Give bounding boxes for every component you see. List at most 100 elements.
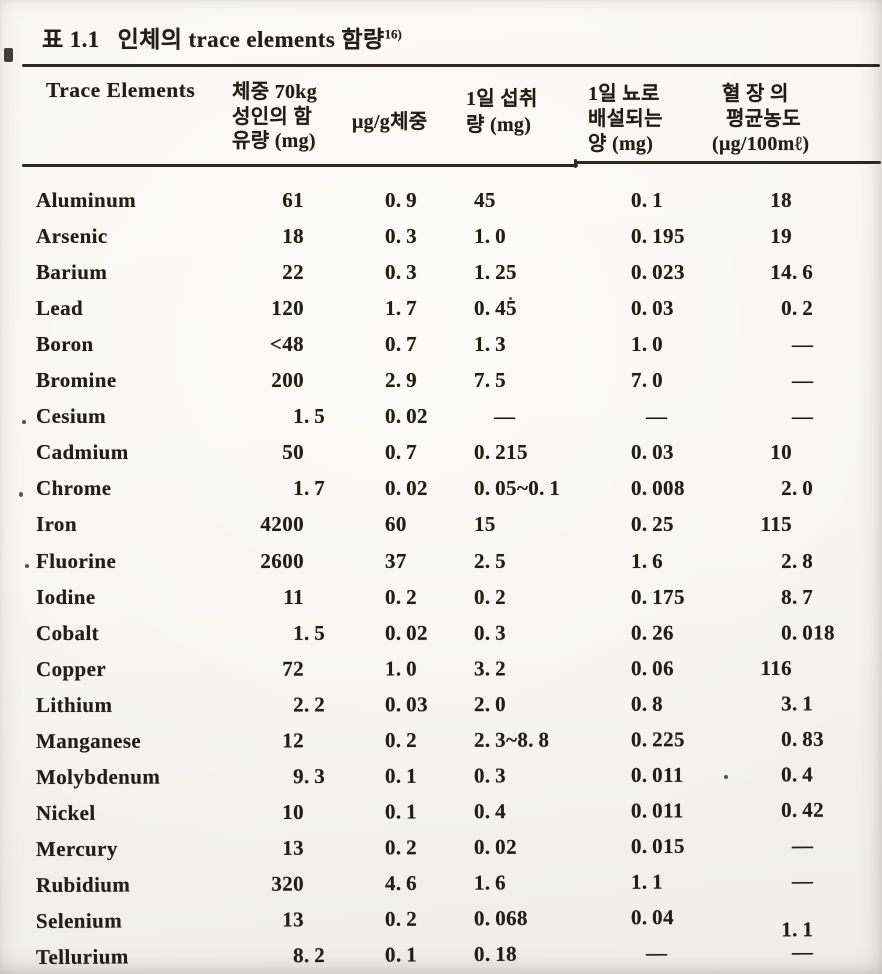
table-row-lithium: Lithium 2. 2 0. 03 2. 0 0. 8 3. 1: [0, 688, 882, 720]
cell-element: Copper: [35, 656, 107, 681]
value-integer-part: 14: [770, 260, 792, 285]
cell-amount-70kg-adult: 13: [220, 904, 304, 935]
value-integer-part: 11: [283, 584, 304, 609]
cell-urine-excretion: 0. 225: [630, 726, 685, 752]
cell-plasma-concentration: 2. 8: [732, 546, 813, 576]
cell-daily-intake: 1. 3: [474, 332, 507, 357]
table-row-molybdenum: Molybdenum 9. 3 0. 1 0. 3 0. 011 0. 4: [0, 759, 882, 792]
value-integer-part: 0: [781, 797, 793, 822]
cell-ug-per-g-weight: 0. 3: [385, 224, 418, 249]
header-daily-urine-excretion-mg-line-1: 1일 뇨로: [588, 83, 660, 105]
cell-ug-per-g-weight: 0. 02: [385, 404, 428, 429]
cell-ug-per-g-weight: 1. 7: [385, 296, 418, 321]
value-integer-part: 120: [271, 296, 304, 321]
cell-ug-per-g-weight: 0. 7: [385, 332, 418, 357]
cell-ug-per-g-weight: 0. 9: [385, 188, 418, 212]
cell-element: Iodine: [36, 584, 96, 609]
cell-ug-per-g-weight: 0. 2: [384, 835, 418, 860]
value-integer-part: 4200: [260, 512, 304, 537]
table-row-lead: Lead 120 1. 7 0. 45 0. 03 0. 2: [0, 293, 882, 323]
cell-ug-per-g-weight: 0. 2: [384, 906, 418, 931]
cell-ug-per-g-weight: 0. 03: [384, 691, 428, 716]
value-integer-part: 13: [282, 907, 305, 932]
cell-plasma-concentration: —: [732, 365, 813, 395]
cell-amount-70kg-adult: 13: [220, 833, 304, 863]
cell-daily-intake: 2. 0: [473, 691, 507, 716]
cell-daily-intake: 2. 5: [474, 548, 507, 573]
value-fraction-part: —: [792, 332, 814, 357]
cell-urine-excretion: 0. 015: [630, 833, 685, 859]
value-fraction-part: —: [792, 404, 814, 429]
cell-plasma-concentration: —: [732, 937, 814, 968]
cell-urine-excretion: 0. 1: [631, 188, 664, 212]
value-integer-part: 22: [282, 260, 304, 285]
cell-amount-70kg-adult: 18: [220, 221, 304, 251]
cell-amount-70kg-adult: 2600: [220, 546, 304, 576]
scan-speck: [22, 420, 26, 424]
cell-urine-excretion: 0. 8: [630, 691, 664, 716]
cell-element: Iron: [36, 512, 77, 537]
table-row-iodine: Iodine 11 0. 2 0. 2 0. 175 8. 7: [0, 582, 882, 612]
scan-ink-blotch: [4, 48, 13, 62]
cell-ug-per-g-weight: 0. 3: [385, 260, 418, 285]
cell-plasma-concentration: 10: [732, 437, 792, 467]
header-content-in-70kg-adult-mg-line-3: 유량 (mg): [232, 130, 316, 152]
value-integer-part: 1: [293, 476, 304, 501]
cell-urine-excretion: 1. 1: [630, 869, 664, 894]
header-daily-urine-excretion-mg-line-3: 양 (mg): [588, 133, 654, 155]
cell-plasma-concentration: —: [732, 329, 813, 359]
header-rule-joint: [574, 159, 577, 168]
cell-amount-70kg-adult: 50: [220, 437, 304, 467]
value-integer-part: 8: [293, 943, 305, 968]
cell-element: Barium: [36, 260, 108, 285]
scan-speck: [25, 564, 29, 568]
cell-daily-intake: 0. 3: [473, 763, 507, 788]
value-fraction-part: —: [792, 368, 814, 393]
cell-daily-intake: 0. 3: [473, 620, 507, 645]
cell-plasma-concentration: 0. 83: [732, 724, 824, 754]
value-integer-part: 2: [293, 692, 305, 717]
value-fraction-part: . 6: [792, 260, 814, 285]
value-fraction-part: . 4: [791, 762, 814, 787]
cell-amount-70kg-adult: 72: [220, 653, 304, 683]
value-fraction-part: —: [791, 939, 814, 964]
header-bottom-rule-right: [574, 161, 881, 164]
cell-urine-excretion: 1. 0: [631, 332, 664, 357]
scan-speck: [509, 297, 512, 300]
cell-amount-70kg-adult: 1. 7: [220, 473, 325, 503]
cell-element: Manganese: [35, 728, 142, 753]
cell-amount-70kg-adult: <48: [220, 329, 304, 359]
cell-element: Bromine: [36, 368, 117, 393]
cell-element: Tellurium: [35, 944, 129, 970]
table-row-selenium: Selenium 13 0. 2 0. 068 0. 04 1. 1: [0, 901, 882, 941]
table-row-aluminum: Aluminum 61 0. 9 45 0. 1 18: [0, 185, 882, 215]
value-integer-part: 18: [770, 188, 792, 212]
cell-urine-excretion: 1. 6: [631, 548, 664, 573]
table-row-arsenic: Arsenic 18 0. 3 1. 0 0. 195 19: [0, 221, 882, 251]
cell-plasma-concentration: 2. 0: [732, 473, 813, 503]
cell-plasma-concentration: 0. 2: [732, 293, 813, 323]
cell-plasma-concentration: 3. 1: [732, 688, 813, 718]
cell-daily-intake: 0. 2: [474, 584, 507, 609]
value-integer-part: 3: [781, 691, 793, 716]
cell-element: Fluorine: [36, 548, 117, 573]
cell-ug-per-g-weight: 4. 6: [384, 870, 418, 896]
value-fraction-part: . 1: [791, 691, 814, 716]
cell-plasma-concentration: 8. 7: [732, 582, 813, 612]
header-plasma-avg-concentration-ug-per-100ml-line-2: 평균농도: [726, 108, 801, 130]
value-integer-part: 2: [781, 476, 792, 501]
cell-daily-intake: 0. 05~0. 1: [474, 476, 561, 501]
value-integer-part: 9: [293, 763, 305, 788]
cell-plasma-concentration: 0. 4: [732, 759, 813, 789]
value-fraction-part: . 0: [792, 476, 814, 501]
value-fraction-part: . 2: [303, 692, 326, 717]
cell-daily-intake: 15: [474, 512, 496, 537]
cell-amount-70kg-adult: 1. 5: [220, 617, 325, 647]
cell-daily-intake: 0. 18: [473, 941, 518, 967]
cell-element: Cobalt: [35, 620, 100, 645]
cell-daily-intake: 2. 3~8. 8: [473, 727, 550, 752]
header-content-in-70kg-adult-mg-line-1: 체중 70kg: [232, 81, 318, 103]
cell-amount-70kg-adult: 10: [220, 797, 304, 827]
value-integer-part: 0: [781, 762, 793, 787]
table-row-tellurium: Tellurium 8. 2 0. 1 0. 18 — —: [0, 936, 882, 972]
